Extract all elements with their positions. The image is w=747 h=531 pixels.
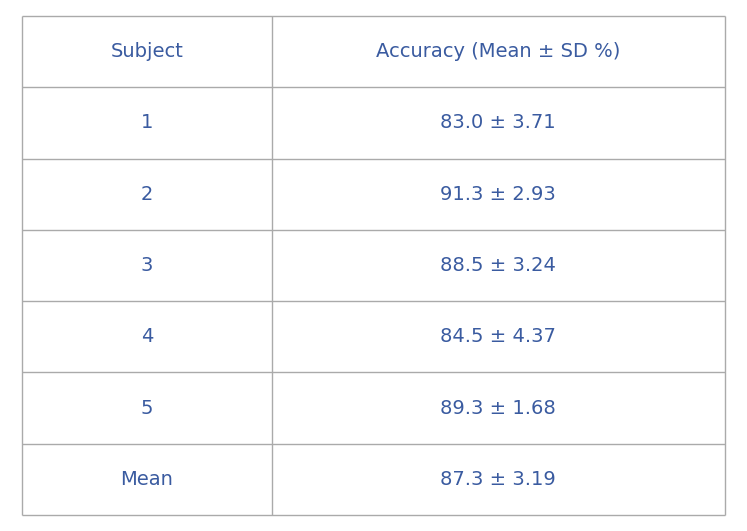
Text: 4: 4 (141, 327, 153, 346)
Text: 83.0 ± 3.71: 83.0 ± 3.71 (440, 114, 556, 132)
Text: 88.5 ± 3.24: 88.5 ± 3.24 (440, 256, 556, 275)
Text: Mean: Mean (120, 470, 173, 489)
Text: 5: 5 (140, 399, 153, 417)
Text: 91.3 ± 2.93: 91.3 ± 2.93 (440, 185, 556, 204)
Text: 87.3 ± 3.19: 87.3 ± 3.19 (440, 470, 556, 489)
Text: Accuracy (Mean ± SD %): Accuracy (Mean ± SD %) (376, 42, 620, 61)
Text: 89.3 ± 1.68: 89.3 ± 1.68 (440, 399, 556, 417)
Text: 1: 1 (141, 114, 153, 132)
Text: 2: 2 (141, 185, 153, 204)
Text: Subject: Subject (111, 42, 184, 61)
Text: 3: 3 (141, 256, 153, 275)
Text: 84.5 ± 4.37: 84.5 ± 4.37 (440, 327, 556, 346)
